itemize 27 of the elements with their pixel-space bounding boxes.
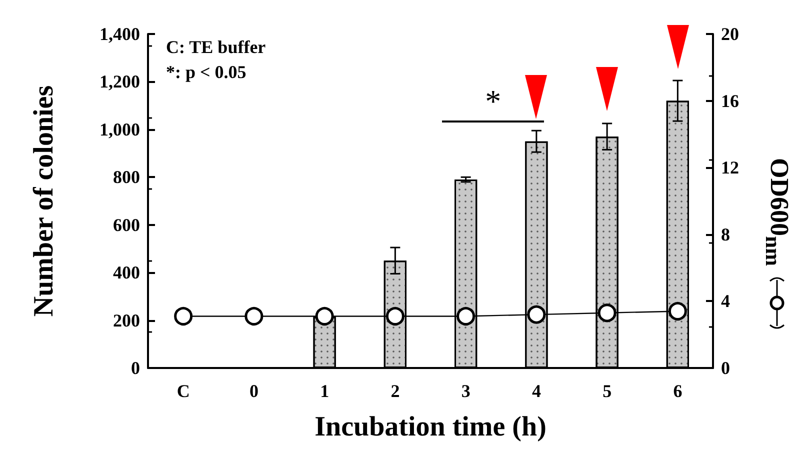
y2-tick-label: 8	[721, 224, 730, 244]
y2-tick-label: 0	[721, 358, 730, 378]
y-tick-label: 0	[131, 358, 140, 378]
annotation: *: p < 0.05	[166, 62, 246, 82]
y2-tick-label: 12	[721, 158, 739, 178]
x-axis-title: Incubation time (h)	[314, 412, 546, 442]
x-tick-label: 5	[602, 381, 612, 401]
x-tick-label: 3	[461, 381, 470, 401]
y-tick-label: 1,400	[100, 24, 140, 44]
x-tick-label: 4	[532, 381, 541, 401]
y-tick-label: 800	[113, 167, 140, 188]
y2-tick-label: 4	[721, 291, 730, 312]
annotation: *	[484, 82, 502, 119]
x-tick-label: 6	[673, 381, 682, 401]
y-tick-label: 1,000	[100, 119, 140, 140]
x-tick-label: 0	[249, 381, 258, 401]
y-tick-label: 600	[113, 214, 140, 235]
y-tick-label: 1,200	[100, 72, 140, 92]
y-axis-title: Number of colonies	[28, 85, 60, 317]
annotation: C: TE buffer	[166, 37, 266, 57]
x-tick-label: 1	[320, 381, 330, 401]
y-tick-label: 200	[113, 310, 140, 330]
y-tick-label: 400	[113, 262, 140, 283]
y2-tick-label: 16	[721, 90, 739, 111]
x-tick-label: C	[176, 381, 190, 401]
x-tick-label: 2	[390, 381, 400, 401]
y2-tick-label: 20	[721, 24, 739, 44]
